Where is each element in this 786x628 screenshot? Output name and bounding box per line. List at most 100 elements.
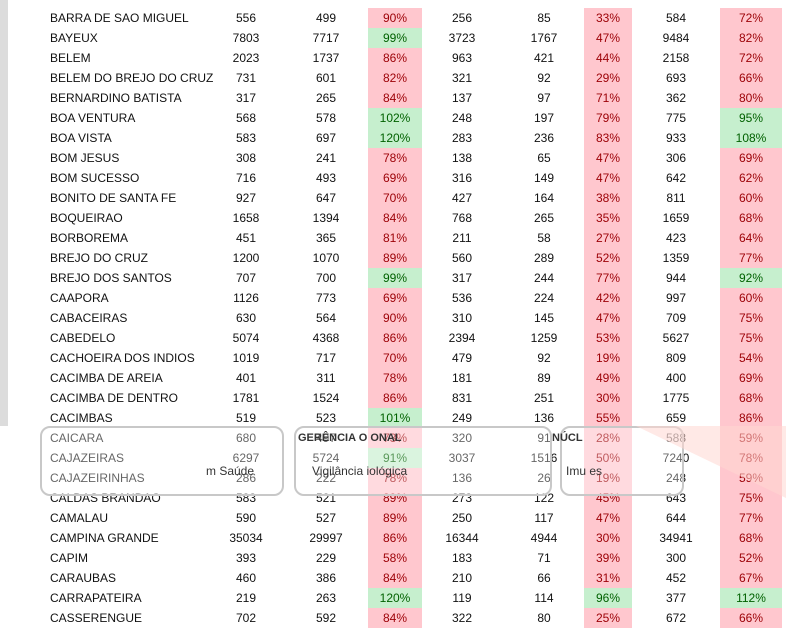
value-cell-3: 137	[451, 91, 473, 105]
value-cell-5: 775	[665, 111, 687, 125]
percent-cell-2: 19%	[584, 468, 632, 488]
value-cell-3: 136	[451, 471, 473, 485]
value-cell-1: 460	[235, 571, 257, 585]
value-cell-2: 493	[315, 171, 337, 185]
municipality-name-cell: CAMPINA GRANDE	[50, 531, 159, 545]
municipality-name-cell: BELEM	[50, 51, 91, 65]
value-cell-4: 71	[537, 551, 551, 565]
value-cell-2: 601	[315, 71, 337, 85]
table-row: CACIMBAS 519 523 101% 249 136 55% 659 86%	[0, 408, 786, 428]
municipality-name-cell: BAYEUX	[50, 31, 98, 45]
value-cell-3: 768	[451, 211, 473, 225]
percent-cell-2: 45%	[584, 488, 632, 508]
value-cell-3: 283	[451, 131, 473, 145]
value-cell-1: 1126	[233, 291, 259, 305]
value-cell-1: 716	[235, 171, 257, 185]
value-cell-1: 583	[235, 131, 257, 145]
municipality-name-cell: BREJO DOS SANTOS	[50, 271, 172, 285]
value-cell-2: 592	[315, 611, 337, 625]
percent-cell-1: 120%	[368, 128, 422, 148]
municipality-name-cell: CABEDELO	[50, 331, 116, 345]
percent-cell-2: 28%	[584, 428, 632, 448]
percent-cell-3: 75%	[720, 328, 782, 348]
percent-cell-3: 68%	[720, 528, 782, 548]
value-cell-4: 265	[533, 211, 555, 225]
municipality-name-cell: BOM JESUS	[50, 151, 120, 165]
value-cell-1: 590	[235, 511, 257, 525]
table-row: BREJO DO CRUZ 1200 1070 89% 560 289 52% 1359 77%	[0, 248, 786, 268]
value-cell-4: 244	[533, 271, 555, 285]
percent-cell-2: 33%	[584, 8, 632, 28]
table-row: CAJAZEIRAS 6297 5724 91% 3037 1516 50% 7240 78%	[0, 448, 786, 468]
percent-cell-1: 84%	[368, 568, 422, 588]
value-cell-3: 536	[451, 291, 473, 305]
municipality-name-cell: CAJAZEIRINHAS	[50, 471, 145, 485]
value-cell-1: 556	[235, 11, 257, 25]
municipality-name-cell: CACIMBA DE DENTRO	[50, 391, 179, 405]
percent-cell-1: 90%	[368, 8, 422, 28]
value-cell-1: 2023	[232, 51, 260, 65]
value-cell-2: 265	[315, 91, 337, 105]
municipality-name-cell: CAAPORA	[50, 291, 109, 305]
municipality-name-cell: BONITO DE SANTA FE	[50, 191, 177, 205]
value-cell-3: 316	[451, 171, 473, 185]
table-row: CACIMBA DE AREIA 401 311 78% 181 89 49% 400 69%	[0, 368, 786, 388]
percent-cell-3: 108%	[720, 128, 782, 148]
municipality-name-cell: BELEM DO BREJO DO CRUZ	[50, 71, 214, 85]
percent-cell-1: 81%	[368, 228, 422, 248]
table-row: CABEDELO 5074 4368 86% 2394 1259 53% 5627 75%	[0, 328, 786, 348]
value-cell-2: 578	[315, 111, 337, 125]
percent-cell-3: 60%	[720, 288, 782, 308]
value-cell-1: 35034	[229, 531, 263, 545]
value-cell-4: 4944	[530, 531, 558, 545]
value-cell-3: 248	[451, 111, 473, 125]
value-cell-3: 317	[451, 271, 473, 285]
percent-cell-3: 77%	[720, 508, 782, 528]
percent-cell-2: 47%	[584, 308, 632, 328]
value-cell-2: 697	[315, 131, 337, 145]
percent-cell-3: 75%	[720, 308, 782, 328]
value-cell-1: 583	[235, 491, 257, 505]
percent-cell-2: 83%	[584, 128, 632, 148]
percent-cell-1: 90%	[368, 308, 422, 328]
percent-cell-3: 66%	[720, 608, 782, 628]
value-cell-4: 92	[537, 351, 551, 365]
value-cell-5: 452	[665, 571, 687, 585]
value-cell-5: 1775	[662, 391, 690, 405]
value-cell-4: 136	[533, 411, 555, 425]
value-cell-4: 421	[533, 51, 555, 65]
value-cell-5: 2158	[662, 51, 690, 65]
value-cell-2: 700	[315, 271, 337, 285]
municipality-name-cell: CAJAZEIRAS	[50, 451, 125, 465]
value-cell-4: 224	[533, 291, 555, 305]
value-cell-4: 92	[537, 71, 551, 85]
percent-cell-1: 78%	[368, 468, 422, 488]
percent-cell-2: 47%	[584, 168, 632, 188]
value-cell-4: 66	[537, 571, 551, 585]
table-row: BOQUEIRAO 1658 1394 84% 768 265 35% 1659 68%	[0, 208, 786, 228]
table-row: CACHOEIRA DOS INDIOS 1019 717 70% 479 92 19% 80…	[0, 348, 786, 368]
percent-cell-1: 89%	[368, 508, 422, 528]
value-cell-5: 588	[665, 431, 687, 445]
value-cell-4: 145	[533, 311, 555, 325]
value-cell-5: 423	[665, 231, 687, 245]
municipality-name-cell: CARRAPATEIRA	[50, 591, 142, 605]
percent-cell-2: 79%	[584, 108, 632, 128]
value-cell-1: 1658	[232, 211, 260, 225]
value-cell-1: 7803	[232, 31, 260, 45]
percent-cell-3: 60%	[720, 188, 782, 208]
percent-cell-1: 69%	[368, 168, 422, 188]
value-cell-2: 365	[315, 231, 337, 245]
value-cell-1: 1200	[232, 251, 260, 265]
table-row: CARAUBAS 460 386 84% 210 66 31% 452 67%	[0, 568, 786, 588]
value-cell-1: 630	[235, 311, 257, 325]
value-cell-5: 7240	[662, 451, 690, 465]
value-cell-2: 523	[315, 411, 337, 425]
table-row: BOA VISTA 583 697 120% 283 236 83% 933 108%	[0, 128, 786, 148]
value-cell-5: 997	[665, 291, 687, 305]
value-cell-1: 286	[235, 471, 257, 485]
municipality-name-cell: CASSERENGUE	[50, 611, 143, 625]
value-cell-5: 300	[665, 551, 687, 565]
value-cell-2: 499	[315, 11, 337, 25]
percent-cell-3: 64%	[720, 228, 782, 248]
